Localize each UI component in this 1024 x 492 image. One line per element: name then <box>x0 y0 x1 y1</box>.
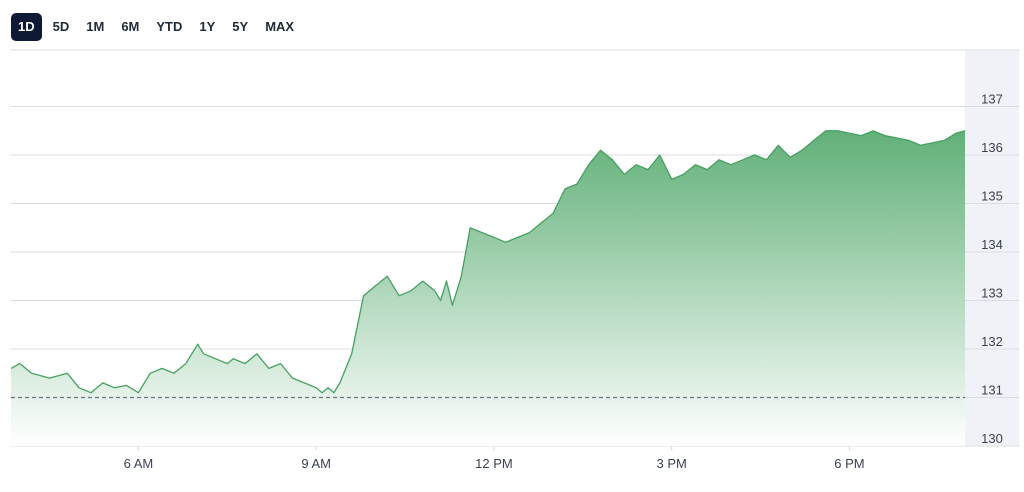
range-tab-5d[interactable]: 5D <box>52 19 70 34</box>
y-tick-label: 133 <box>981 286 1003 301</box>
x-tick-label: 6 AM <box>124 456 154 471</box>
y-tick-label: 137 <box>981 92 1003 107</box>
y-tick-label: 130 <box>981 431 1003 446</box>
x-tick-label: 6 PM <box>834 456 864 471</box>
range-tab-max[interactable]: MAX <box>265 19 295 34</box>
range-tab-5y[interactable]: 5Y <box>232 19 249 34</box>
range-selector: 1D 5D 1M 6M YTD 1Y 5Y MAX <box>11 13 305 41</box>
x-axis-ticks: 6 AM 9 AM 12 PM 3 PM 6 PM <box>124 446 865 471</box>
y-tick-label: 134 <box>981 237 1003 252</box>
y-tick-label: 132 <box>981 334 1003 349</box>
x-tick-label: 3 PM <box>657 456 687 471</box>
range-tab-ytd[interactable]: YTD <box>156 19 183 34</box>
y-axis-panel <box>965 50 1019 446</box>
y-tick-label: 131 <box>981 383 1003 398</box>
y-tick-label: 135 <box>981 189 1003 204</box>
range-tab-6m[interactable]: 6M <box>121 19 140 34</box>
y-axis-ticks: 130 131 132 133 134 135 136 137 <box>981 92 1003 447</box>
x-tick-label: 9 AM <box>301 456 331 471</box>
range-tab-1m[interactable]: 1M <box>86 19 105 34</box>
y-tick-label: 136 <box>981 140 1003 155</box>
range-tab-1d[interactable]: 1D <box>11 13 42 41</box>
price-area-fill <box>11 130 965 447</box>
price-line <box>10 130 966 394</box>
x-tick-label: 12 PM <box>475 456 513 471</box>
range-tab-1y[interactable]: 1Y <box>199 19 216 34</box>
